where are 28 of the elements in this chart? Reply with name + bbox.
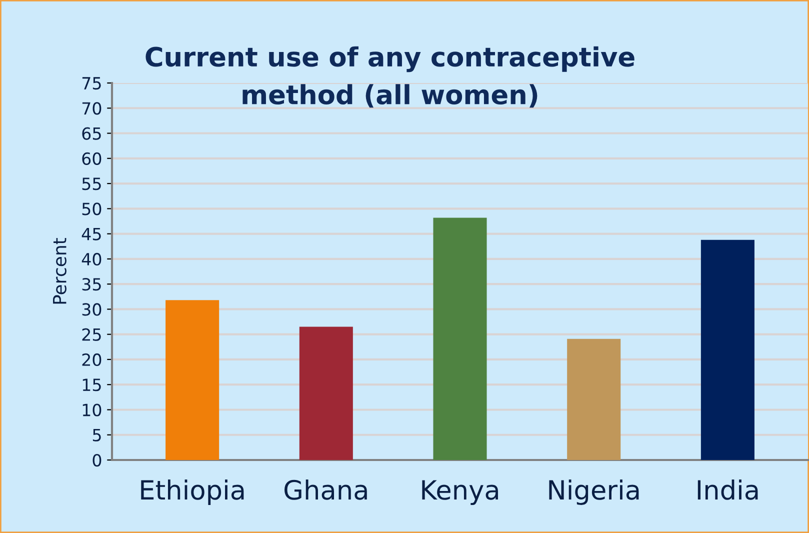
y-tick-label: 0 — [92, 454, 102, 467]
y-tick-label: 45 — [82, 228, 101, 240]
bar — [433, 218, 487, 460]
x-tick-label: Ghana — [284, 479, 367, 500]
chart-title: Current use of any contraceptive method (all women) — [146, 46, 634, 108]
y-tick-label: 75 — [82, 77, 101, 90]
x-tick-label: Nigeria — [549, 479, 639, 505]
y-tick-label: 55 — [82, 178, 101, 190]
bar — [299, 326, 353, 460]
y-tick-label: 35 — [82, 278, 101, 291]
y-tick-label: 10 — [82, 404, 102, 416]
x-tick-label: Ethiopia — [141, 479, 244, 505]
y-tick-label: 20 — [82, 353, 102, 366]
y-axis-title: Percent — [53, 238, 66, 304]
y-tick-label: 40 — [82, 252, 102, 266]
bar — [567, 338, 621, 460]
y-tick-label: 60 — [82, 152, 102, 165]
x-tick-label: Kenya — [422, 480, 498, 505]
y-tick-label: 25 — [82, 328, 101, 341]
y-tick-label: 15 — [82, 378, 101, 392]
y-tick-label: 70 — [82, 102, 102, 115]
y-tick-label: 30 — [82, 303, 102, 316]
x-tick-label: India — [698, 479, 758, 500]
bar — [700, 240, 754, 460]
y-tick-label: 5 — [92, 429, 101, 442]
y-tick-label: 50 — [82, 202, 102, 216]
y-tick-label: 65 — [82, 127, 101, 140]
bar — [166, 300, 220, 460]
